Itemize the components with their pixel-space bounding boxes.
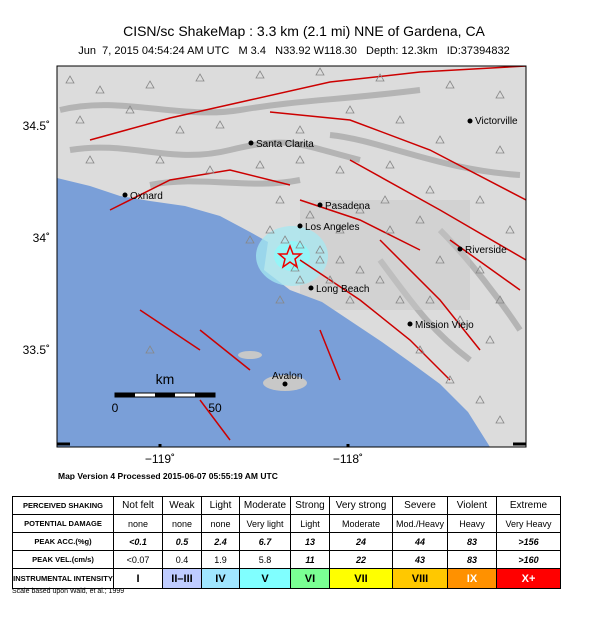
legend-cell: 0.4	[162, 550, 202, 569]
city-label: Avalon	[272, 371, 302, 382]
cities: Victorville Santa Clarita Oxnard Pasaden…	[122, 116, 518, 387]
legend-cell: Very light	[239, 514, 291, 533]
legend-cell: 83	[447, 532, 497, 551]
city-label: Los Angeles	[305, 222, 360, 233]
legend-cell: II–III	[162, 568, 202, 589]
legend-cell: Weak	[162, 496, 202, 515]
lat-label: 33.5˚	[23, 343, 50, 357]
legend-row: PEAK ACC.(%g) <0.1 0.5 2.4 6.7 13 24 44 83 >156	[12, 532, 561, 551]
ocean	[57, 178, 490, 447]
legend-cell: none	[162, 514, 202, 533]
lat-label: 34˚	[33, 231, 50, 245]
legend-cell: Not felt	[113, 496, 163, 515]
legend-cell: VIII	[392, 568, 448, 589]
legend-cell: <0.1	[113, 532, 163, 551]
epicenter	[276, 243, 304, 269]
legend-cell: Light	[201, 496, 240, 515]
legend-cell: I	[113, 568, 163, 589]
city-label: Pasadena	[325, 201, 370, 212]
legend-cell: Severe	[392, 496, 448, 515]
legend-cell: >160	[496, 550, 561, 569]
legend-cell: 5.8	[239, 550, 291, 569]
lon-label: −119˚	[145, 452, 175, 466]
map: Victorville Santa Clarita Oxnard Pasaden…	[57, 66, 526, 447]
city-label: Victorville	[475, 116, 518, 127]
legend-cell: 24	[329, 532, 393, 551]
legend-row: PERCEIVED SHAKING Not felt Weak Light Modera…	[12, 496, 561, 515]
legend-cell: VII	[329, 568, 393, 589]
row-label: PERCEIVED SHAKING	[12, 496, 114, 515]
legend-cell: 43	[392, 550, 448, 569]
scale-tick: 50	[208, 401, 222, 415]
legend-cell: X+	[496, 568, 561, 589]
scale-bar: km 0 50	[112, 371, 222, 415]
row-label: PEAK ACC.(%g)	[12, 532, 114, 551]
row-label: POTENTIAL DAMAGE	[12, 514, 114, 533]
legend-cell: 6.7	[239, 532, 291, 551]
legend-cell: 0.5	[162, 532, 202, 551]
legend-cell: 11	[290, 550, 330, 569]
legend-cell: Extreme	[496, 496, 561, 515]
legend-cell: Moderate	[239, 496, 291, 515]
legend-cell: Very Heavy	[496, 514, 561, 533]
city-label: Mission Viejo	[415, 320, 474, 331]
row-label: PEAK VEL.(cm/s)	[12, 550, 114, 569]
island	[238, 351, 262, 359]
shaking-core	[274, 241, 310, 271]
scale-tick: 0	[112, 401, 119, 415]
stations	[65, 67, 515, 424]
subtitle: Jun 7, 2015 04:54:24 AM UTC M 3.4 N33.92…	[78, 45, 510, 57]
city-label: Long Beach	[316, 284, 369, 295]
legend-cell: Heavy	[447, 514, 497, 533]
legend-cell: Violent	[447, 496, 497, 515]
legend-cell: V	[239, 568, 291, 589]
credit: Scale based upon Wald, et al.; 1999	[12, 588, 125, 595]
basin	[300, 200, 470, 310]
legend-row: INSTRUMENTAL INTENSITY I II–III IV V VI VII VII…	[12, 568, 561, 589]
legend-cell: none	[113, 514, 163, 533]
legend-cell: Mod./Heavy	[392, 514, 448, 533]
legend-row: POTENTIAL DAMAGE none none none Very light Li…	[12, 514, 561, 533]
map-figure: CISN/sc ShakeMap : 3.3 km (2.1 mi) NNE o…	[23, 23, 527, 480]
legend-cell: <0.07	[113, 550, 163, 569]
city-label: Riverside	[465, 245, 507, 256]
legend-cell: 22	[329, 550, 393, 569]
legend-cell: Light	[290, 514, 330, 533]
intensity-legend: PERCEIVED SHAKING Not felt Weak Light Modera…	[12, 496, 561, 589]
lon-label: −118˚	[333, 452, 363, 466]
legend-cell: 2.4	[201, 532, 240, 551]
legend-cell: Very strong	[329, 496, 393, 515]
city-label: Oxnard	[130, 191, 163, 202]
map-ticks	[57, 442, 526, 447]
legend-cell: 83	[447, 550, 497, 569]
processed-note: Map Version 4 Processed 2015-06-07 05:55…	[58, 471, 278, 480]
legend-cell: IV	[201, 568, 240, 589]
title: CISN/sc ShakeMap : 3.3 km (2.1 mi) NNE o…	[123, 23, 485, 39]
row-label: INSTRUMENTAL INTENSITY	[12, 568, 114, 589]
legend-cell: IX	[447, 568, 497, 589]
legend-cell: 44	[392, 532, 448, 551]
legend-cell: Strong	[290, 496, 330, 515]
lat-label: 34.5˚	[23, 119, 50, 133]
legend-cell: >156	[496, 532, 561, 551]
legend-row: PEAK VEL.(cm/s) <0.07 0.4 1.9 5.8 11 22 43 83 >16…	[12, 550, 561, 569]
legend-cell: VI	[290, 568, 330, 589]
legend-cell: 13	[290, 532, 330, 551]
scale-unit: km	[156, 371, 175, 387]
legend-cell: Moderate	[329, 514, 393, 533]
map-frame	[56, 65, 527, 448]
legend-cell: 1.9	[201, 550, 240, 569]
city-label: Santa Clarita	[256, 139, 314, 150]
legend-cell: none	[201, 514, 240, 533]
